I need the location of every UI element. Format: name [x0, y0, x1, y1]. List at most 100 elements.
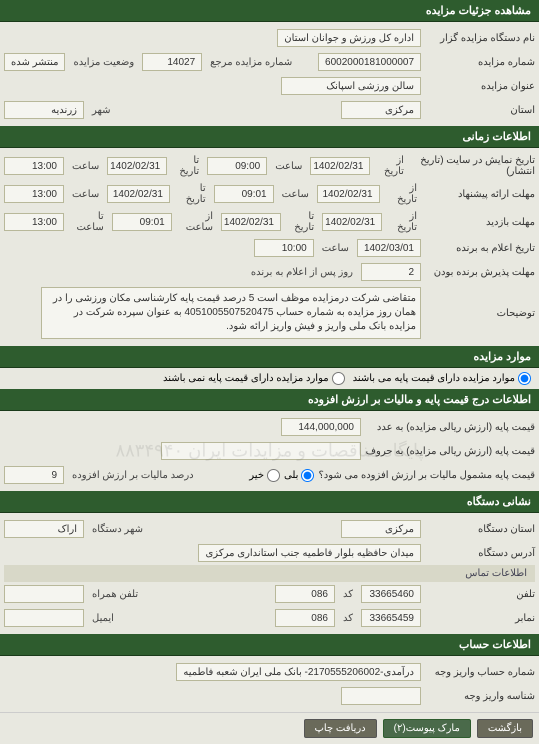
org-value: اداره کل ورزش و جوانان استان	[277, 29, 421, 47]
addr-province-value: مرکزی	[341, 520, 421, 538]
to-hour-label: تا ساعت	[72, 211, 104, 233]
addr-province-label: استان دستگاه	[425, 524, 535, 535]
visit-label: مهلت بازدید	[425, 217, 535, 228]
base-price-text-label: قیمت پایه (ارزش ریالی مزایده) به حروف	[365, 446, 535, 457]
acc-label: شماره حساب واریز وجه	[425, 667, 535, 678]
radio-no-base-input[interactable]	[332, 372, 345, 385]
section-header-address: نشانی دستگاه	[0, 491, 539, 513]
announce-label: تاریخ اعلام به برنده	[425, 243, 535, 254]
code-value-2: 086	[275, 609, 335, 627]
announce-time: 10:00	[254, 239, 314, 257]
visit-from-date: 1402/02/31	[322, 213, 382, 231]
vat-yes-label: بلی	[284, 470, 298, 481]
vat-no-label: خیر	[249, 470, 264, 481]
addr-value: میدان حافظیه بلوار فاطمیه جنب استانداری …	[198, 544, 421, 562]
email-value	[4, 609, 84, 627]
contact-header: اطلاعات تماس	[4, 565, 535, 582]
acc-id-label: شناسه واریز وجه	[425, 691, 535, 702]
from-label-1: از تاریخ	[378, 155, 404, 177]
acc-value: درآمدی-2170555206002- بانک ملی ایران شعب…	[176, 663, 421, 681]
radio-has-base-input[interactable]	[518, 372, 531, 385]
vat-no[interactable]: خیر	[249, 469, 280, 482]
addr-city-value: اراک	[4, 520, 84, 538]
addr-label: آدرس دستگاه	[425, 548, 535, 559]
print-button[interactable]: دریافت چاپ	[304, 719, 377, 738]
desc-label: توضیحات	[425, 308, 535, 319]
publish-from-time: 09:00	[207, 157, 267, 175]
number-label: شماره مزایده	[425, 57, 535, 68]
acc-id-value	[341, 687, 421, 705]
status-label: وضعیت مزایده	[73, 57, 134, 68]
publish-from-date: 1402/02/31	[310, 157, 370, 175]
section-body-vat: پایگاه مناقصات و مزایدات ایران ۸۸۳۴۹۴۰ ق…	[0, 411, 539, 491]
visit-to-date: 1402/02/31	[221, 213, 281, 231]
fax-label: نمابر	[425, 613, 535, 624]
section-header-vat: اطلاعات درج قیمت پایه و مالیات بر ارزش ا…	[0, 389, 539, 411]
province-value: مرکزی	[341, 101, 421, 119]
back-button[interactable]: بازگشت	[477, 719, 533, 738]
section-header-time: اطلاعات زمانی	[0, 126, 539, 148]
section-header-account: اطلاعات حساب	[0, 634, 539, 656]
vat-pct-label: درصد مالیات بر ارزش افزوده	[72, 470, 194, 481]
vat-yes-input[interactable]	[301, 469, 314, 482]
announce-date: 1402/03/01	[357, 239, 421, 257]
code-label-1: کد	[343, 589, 353, 600]
to-label-3: تا تاریخ	[289, 211, 314, 233]
phone-label: تلفن	[425, 589, 535, 600]
city-label: شهر	[92, 105, 111, 116]
desc-text: متقاضی شرکت درمزایده موظف است 5 درصد قیم…	[41, 287, 421, 339]
publish-to-date: 1402/02/31	[107, 157, 167, 175]
code-value-1: 086	[275, 585, 335, 603]
footer: بازگشت مارک پیوست(۲) دریافت چاپ	[0, 712, 539, 744]
visit-to-time: 13:00	[4, 213, 64, 231]
mobile-label: تلفن همراه	[92, 589, 138, 600]
province-label: استان	[425, 105, 535, 116]
section-body-account: شماره حساب واریز وجه درآمدی-217055520600…	[0, 656, 539, 712]
offer-label: مهلت ارائه پیشنهاد	[425, 189, 535, 200]
radio-no-base[interactable]: موارد مزایده دارای قیمت پایه نمی باشند	[163, 372, 345, 385]
ref-label: شماره مزایده مرجع	[210, 57, 292, 68]
from-label-2: از تاریخ	[388, 183, 417, 205]
from-hour-label: از ساعت	[180, 211, 213, 233]
publish-label: تاریخ نمایش در سایت (تاریخ انتشار)	[412, 155, 535, 177]
hour-label-5: ساعت	[322, 243, 349, 254]
publish-to-time: 13:00	[4, 157, 64, 175]
subject-label: عنوان مزایده	[425, 81, 535, 92]
base-price-num-value: 144,000,000	[281, 418, 361, 436]
hour-label-1: ساعت	[275, 161, 302, 172]
subject-value: سالن ورزشی اسپانک	[281, 77, 421, 95]
hour-label-4: ساعت	[72, 189, 99, 200]
base-price-text-value	[161, 442, 361, 460]
fax-value: 33665459	[361, 609, 421, 627]
mark-button[interactable]: مارک پیوست(۲)	[383, 719, 471, 738]
section-body-time: تاریخ نمایش در سایت (تاریخ انتشار) از تا…	[0, 148, 539, 346]
winner-deadline-label: مهلت پذیرش برنده بودن	[425, 267, 535, 278]
days-after-value: 2	[361, 263, 421, 281]
org-label: نام دستگاه مزایده گزار	[425, 33, 535, 44]
vat-no-input[interactable]	[267, 469, 280, 482]
radio-no-base-label: موارد مزایده دارای قیمت پایه نمی باشند	[163, 373, 329, 384]
radio-has-base-label: موارد مزایده دارای قیمت پایه می باشند	[353, 373, 515, 384]
days-after-label: روز پس از اعلام به برنده	[251, 267, 353, 278]
section-body-address: استان دستگاه مرکزی شهر دستگاه اراک آدرس …	[0, 513, 539, 634]
ref-value: 14027	[142, 53, 202, 71]
section-header-items: موارد مزایده	[0, 346, 539, 368]
radio-has-base[interactable]: موارد مزایده دارای قیمت پایه می باشند	[353, 372, 531, 385]
vat-pct-value: 9	[4, 466, 64, 484]
visit-from-time: 09:01	[112, 213, 172, 231]
section-body-details: نام دستگاه مزایده گزار اداره کل ورزش و ج…	[0, 22, 539, 126]
city-value: زرندیه	[4, 101, 84, 119]
offer-to-time: 13:00	[4, 185, 64, 203]
addr-city-label: شهر دستگاه	[92, 524, 143, 535]
hour-label-2: ساعت	[72, 161, 99, 172]
section-header-details: مشاهده جزئیات مزایده	[0, 0, 539, 22]
email-label: ایمیل	[92, 613, 114, 624]
mobile-value	[4, 585, 84, 603]
offer-from-date: 1402/02/31	[317, 185, 380, 203]
number-value: 6002000181000007	[318, 53, 421, 71]
from-label-3: از تاریخ	[390, 211, 417, 233]
vat-q-label: قیمت پایه مشمول مالیات بر ارزش افزوده می…	[318, 470, 535, 481]
offer-to-date: 1402/02/31	[107, 185, 170, 203]
vat-yes[interactable]: بلی	[284, 469, 314, 482]
section-body-items: موارد مزایده دارای قیمت پایه می باشند مو…	[0, 368, 539, 389]
